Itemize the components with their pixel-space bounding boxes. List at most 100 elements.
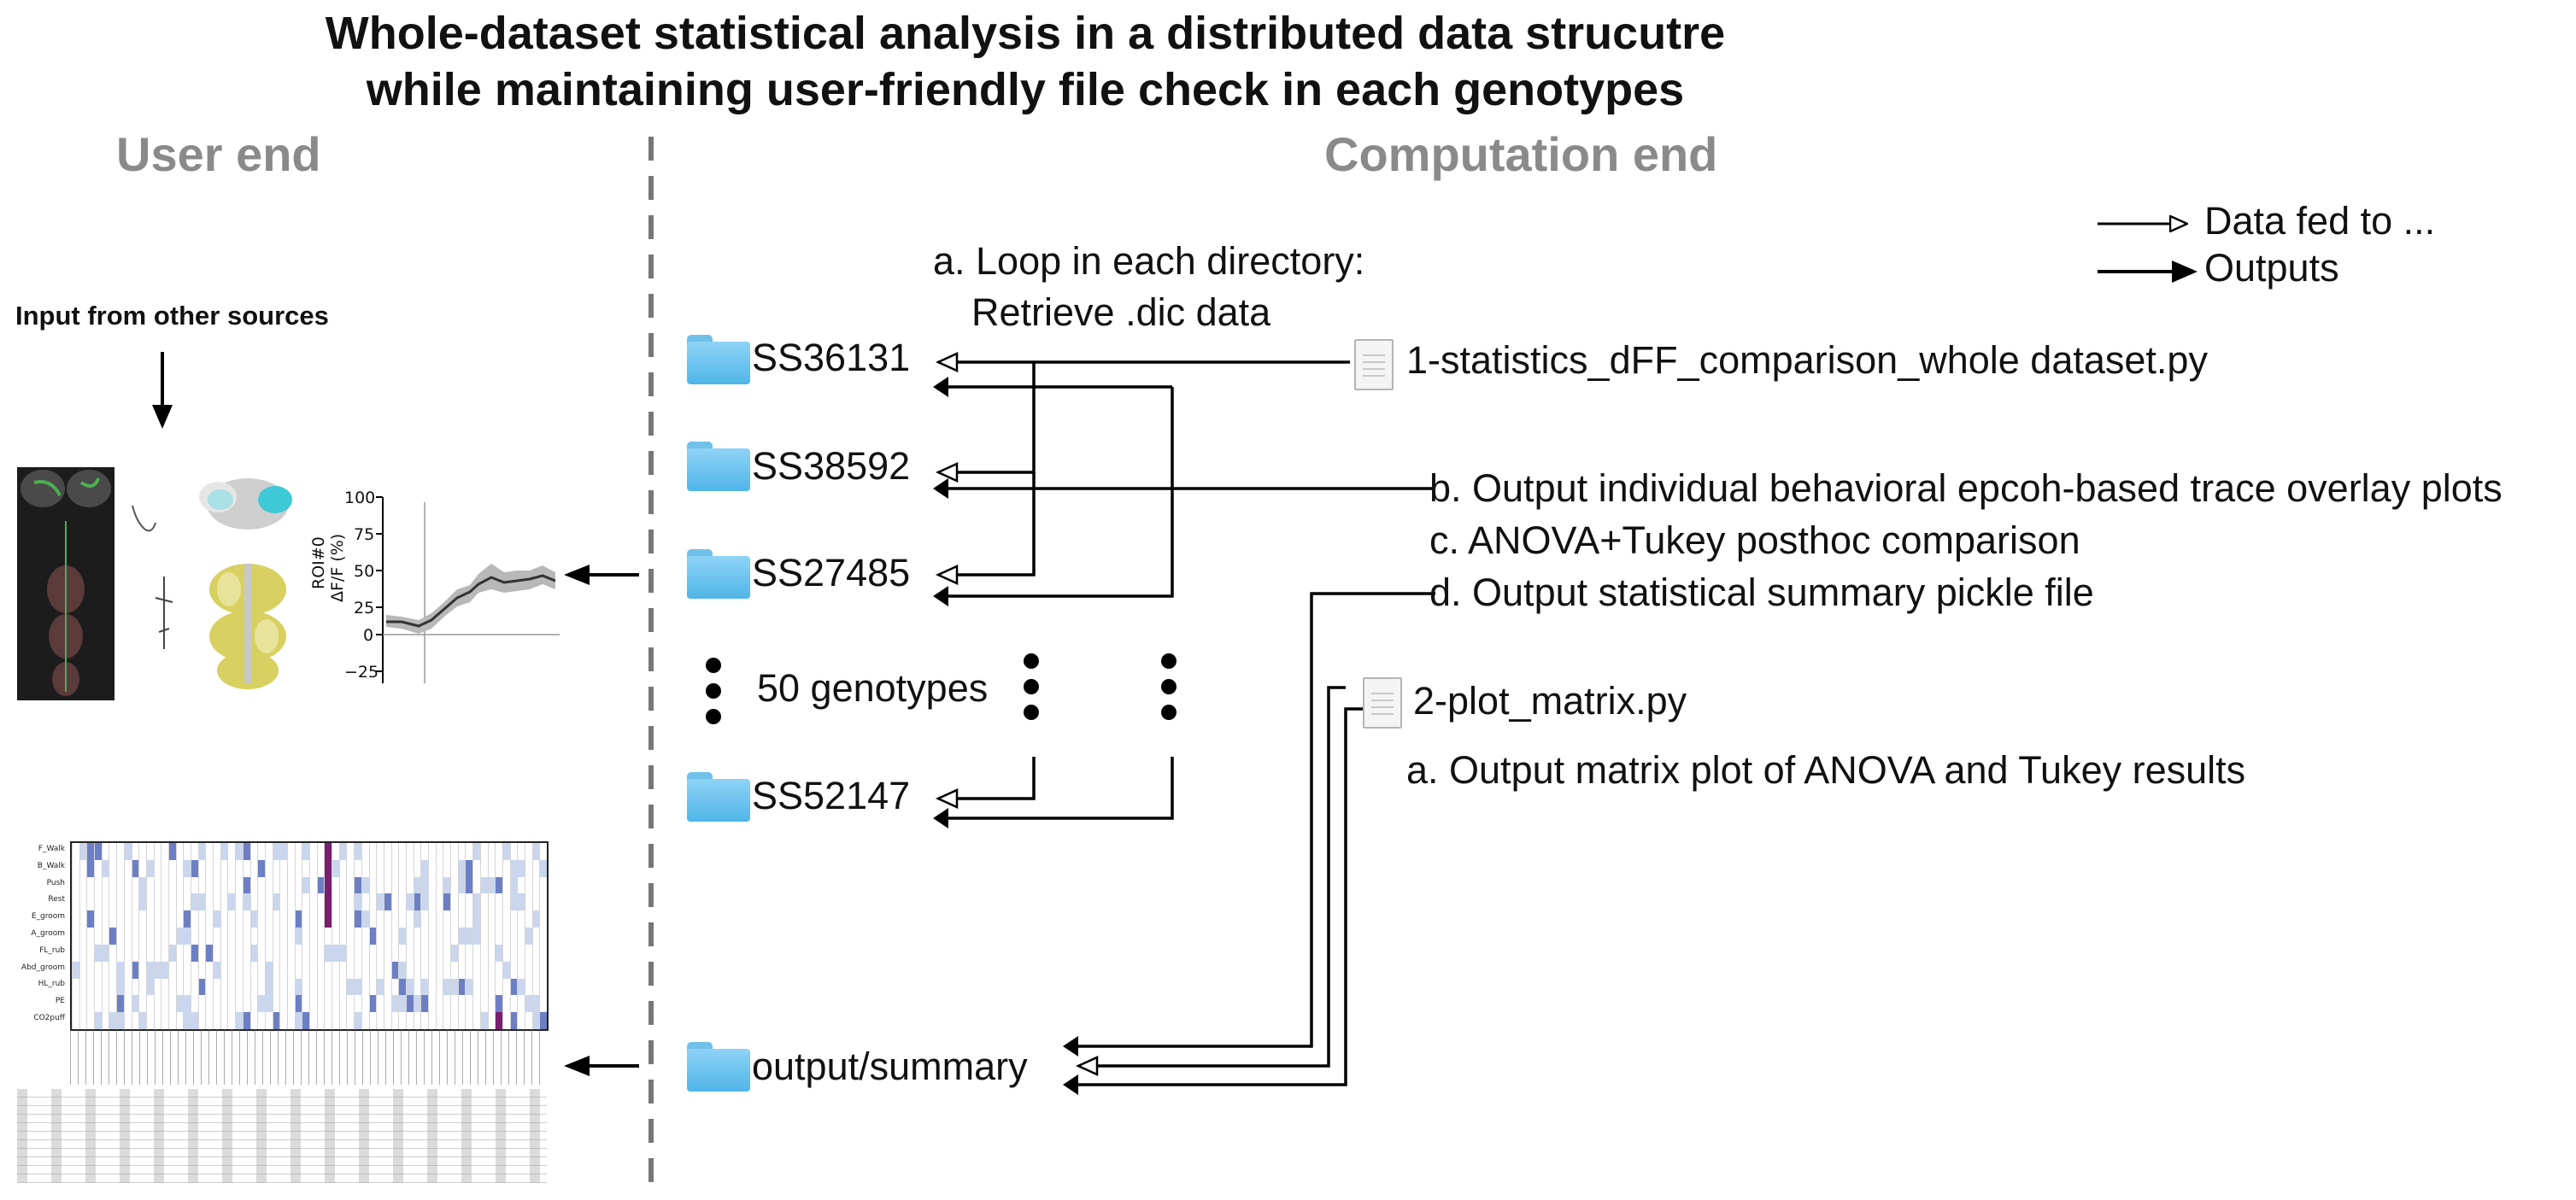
heatmap-cell [184, 1012, 191, 1029]
heatmap-cell [87, 859, 95, 877]
heatmap-cell [414, 995, 421, 1013]
heatmap-cell [214, 961, 220, 979]
folder-output-summary-label[interactable]: output/summary [752, 1045, 1028, 1088]
heatmap-cell [73, 961, 79, 979]
heatmap-column-divider [197, 843, 199, 1029]
heatmap-cell [109, 928, 117, 945]
folder-icon[interactable] [687, 772, 750, 822]
heatmap-column-divider [257, 843, 259, 1029]
heatmap-column-divider [205, 843, 207, 1029]
heatmap-cell [502, 961, 510, 979]
heatmap-column-divider [517, 843, 519, 1029]
heatmap-cell [117, 978, 124, 996]
heatmap-cell [518, 859, 525, 877]
heatmap-cell [480, 1012, 488, 1029]
python-file-icon[interactable] [1354, 339, 1394, 390]
heatmap-cell [273, 843, 280, 860]
heatmap-column-divider [264, 843, 266, 1029]
heatmap-cell [295, 928, 302, 945]
heatmap-cell [176, 995, 184, 1013]
heatmap-row-label: Rest [48, 895, 65, 904]
heatmap-cell [510, 1012, 518, 1029]
heatmap-cell [414, 910, 421, 928]
heatmap-cell [406, 978, 414, 996]
heatmap-column-divider [405, 843, 407, 1029]
computation-end-header: Computation end [1324, 127, 1718, 181]
script2-name[interactable]: 2-plot_matrix.py [1413, 679, 1687, 723]
heatmap-cell [384, 893, 391, 911]
folder-ss27485-label[interactable]: SS27485 [752, 551, 911, 594]
heatmap-cell [325, 893, 332, 911]
script1-name[interactable]: 1-statistics_dFF_comparison_whole datase… [1406, 338, 2208, 382]
heatmap-cell [302, 1012, 309, 1029]
heatmap-cell [540, 1012, 547, 1029]
heatmap-cell [480, 876, 488, 894]
ellipsis-dot [706, 683, 721, 699]
heatmap-cell [532, 843, 540, 860]
script1-step-c: c. ANOVA+Tukey posthoc comparison [1429, 518, 2080, 562]
heatmap-column-divider [450, 843, 452, 1029]
heatmap-cell [87, 910, 95, 928]
heatmap-cell [496, 876, 502, 894]
trace-ytick: 0 [363, 626, 374, 645]
heatmap-cell [109, 1012, 117, 1029]
heatmap-column-divider [183, 843, 185, 1029]
ellipsis-dot [1024, 653, 1039, 669]
heatmap-cell [139, 1012, 146, 1029]
input-label: Input from other sources [15, 301, 329, 331]
folder-icon[interactable] [687, 549, 750, 599]
heatmap-cell [355, 876, 361, 894]
genotypes-count-label: 50 genotypes [757, 666, 989, 710]
heatmap-cell [488, 876, 496, 894]
heatmap-cell [168, 843, 176, 860]
heatmap-cell [132, 995, 139, 1013]
python-file-icon[interactable] [1363, 677, 1402, 729]
heatmap-cell [510, 978, 518, 996]
trace-ytick: 25 [354, 599, 375, 618]
heatmap-cell [355, 843, 361, 860]
heatmap-cell [132, 859, 139, 877]
matrix-heatmap [70, 841, 549, 1031]
script2-step-a: a. Output matrix plot of ANOVA and Tukey… [1406, 748, 2246, 792]
folder-icon[interactable] [687, 442, 750, 491]
ellipsis-dot [1161, 653, 1177, 669]
ellipsis-dot [706, 658, 721, 673]
heatmap-column-divider [346, 843, 348, 1029]
heatmap-cell [399, 928, 406, 945]
heatmap-cell [95, 1012, 102, 1029]
folder-ss52147-label[interactable]: SS52147 [752, 774, 911, 817]
heatmap-cell [414, 893, 421, 911]
heatmap-cell [377, 978, 384, 996]
folder-ss36131-label[interactable]: SS36131 [752, 336, 911, 379]
heatmap-cell [228, 893, 236, 911]
folder-ss38592-label[interactable]: SS38592 [752, 444, 911, 488]
heatmap-cell [198, 978, 206, 996]
trace-ylabel-line1: ROI#0 [309, 536, 328, 589]
heatmap-cell [496, 995, 502, 1013]
heatmap-cell [198, 893, 206, 911]
heatmap-cell [369, 928, 377, 945]
heatmap-column-divider [235, 843, 237, 1029]
heatmap-cell [295, 978, 302, 996]
folder-icon[interactable] [687, 1042, 750, 1092]
heatmap-cell [525, 995, 532, 1013]
heatmap-row-label: PE [55, 997, 65, 1006]
heatmap-column-divider [101, 843, 103, 1029]
heatmap-cell [191, 893, 198, 911]
folder-icon[interactable] [687, 335, 750, 384]
heatmap-column-divider [309, 843, 310, 1029]
heatmap-column-divider [376, 843, 378, 1029]
heatmap-cell [502, 843, 510, 860]
script1-step-d: d. Output statistical summary pickle fil… [1429, 571, 2094, 614]
heatmap-cell [117, 995, 124, 1013]
heatmap-column-divider [457, 843, 459, 1029]
heatmap-column-divider [472, 843, 474, 1029]
heatmap-cell [302, 876, 309, 894]
heatmap-row-label: Abd_groom [21, 963, 65, 972]
heatmap-column-labels [70, 1029, 545, 1085]
heatmap-cell [87, 843, 95, 860]
heatmap-cell [496, 1012, 502, 1029]
tukey-results-table [17, 1089, 547, 1183]
heatmap-column-divider [495, 843, 496, 1029]
heatmap-cell [214, 910, 220, 928]
